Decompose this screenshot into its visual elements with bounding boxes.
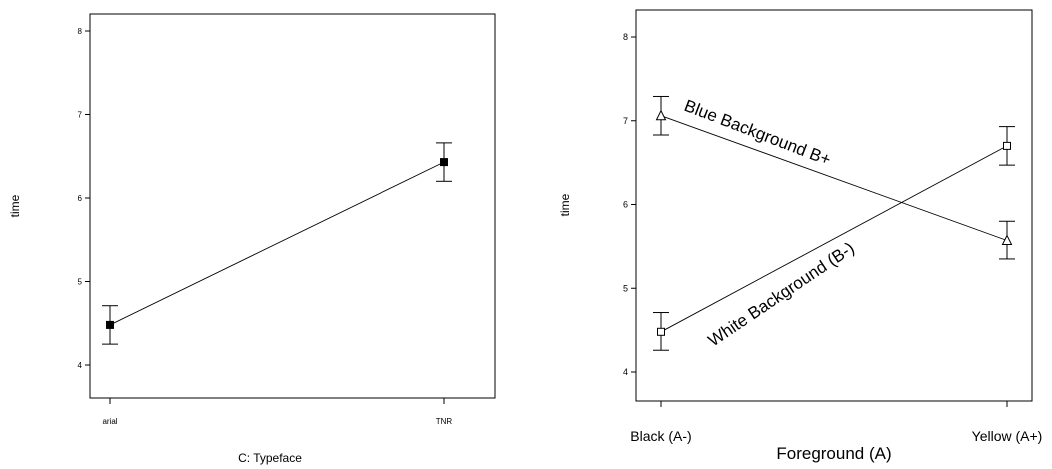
series-line <box>660 145 1008 333</box>
y-tick-label: 4 <box>78 361 83 370</box>
plot-frame-typeface <box>89 13 496 399</box>
chart-typeface: 4 5 6 7 8 arial TNR time C: Typeface <box>8 13 496 465</box>
x-tick-label: Black (A-) <box>630 428 691 444</box>
y-tick-label: 5 <box>623 283 628 293</box>
y-tick-label: 7 <box>78 111 83 120</box>
x-tick-label: arial <box>102 417 117 426</box>
y-axis-label-foreground: time <box>558 193 572 216</box>
y-axis-foreground: 4 5 6 7 8 <box>623 32 636 377</box>
chart-foreground: 4 5 6 7 8 Black (A-) Yellow (A+) Blue Backgro… <box>558 9 1042 463</box>
x-axis-typeface: arial TNR <box>102 398 452 426</box>
x-axis-label-foreground: Foreground (A) <box>776 444 891 463</box>
x-axis-label-typeface: C: Typeface <box>238 451 302 465</box>
y-tick-label: 8 <box>78 27 83 36</box>
y-tick-label: 6 <box>78 194 83 203</box>
y-tick-label: 5 <box>78 278 83 287</box>
data-point-open-square <box>657 327 665 336</box>
series-line <box>660 115 1008 241</box>
series-group-foreground <box>653 95 1015 351</box>
x-axis-foreground: Black (A-) Yellow (A+) <box>630 401 1042 444</box>
y-tick-label: 4 <box>623 367 628 377</box>
x-tick-label: Yellow (A+) <box>972 428 1043 444</box>
data-point-filled-square <box>440 158 448 167</box>
series-group-typeface <box>102 142 452 345</box>
y-axis-label-typeface: time <box>8 194 22 217</box>
y-tick-label: 6 <box>623 200 628 210</box>
y-axis-typeface: 4 5 6 7 8 <box>78 27 90 370</box>
series-label-blue-background: Blue Background B+ <box>682 96 834 169</box>
y-tick-label: 7 <box>623 116 628 126</box>
x-tick-label: TNR <box>436 417 453 426</box>
data-point-open-triangle <box>655 109 667 121</box>
y-tick-label: 8 <box>623 32 628 42</box>
data-point-open-triangle <box>1001 234 1013 246</box>
series-label-white-background: White Background (B-) <box>705 238 858 350</box>
data-point-filled-square <box>106 320 114 329</box>
series-line <box>109 161 445 326</box>
data-point-open-square <box>1003 141 1011 150</box>
plot-frame-foreground <box>635 9 1033 402</box>
